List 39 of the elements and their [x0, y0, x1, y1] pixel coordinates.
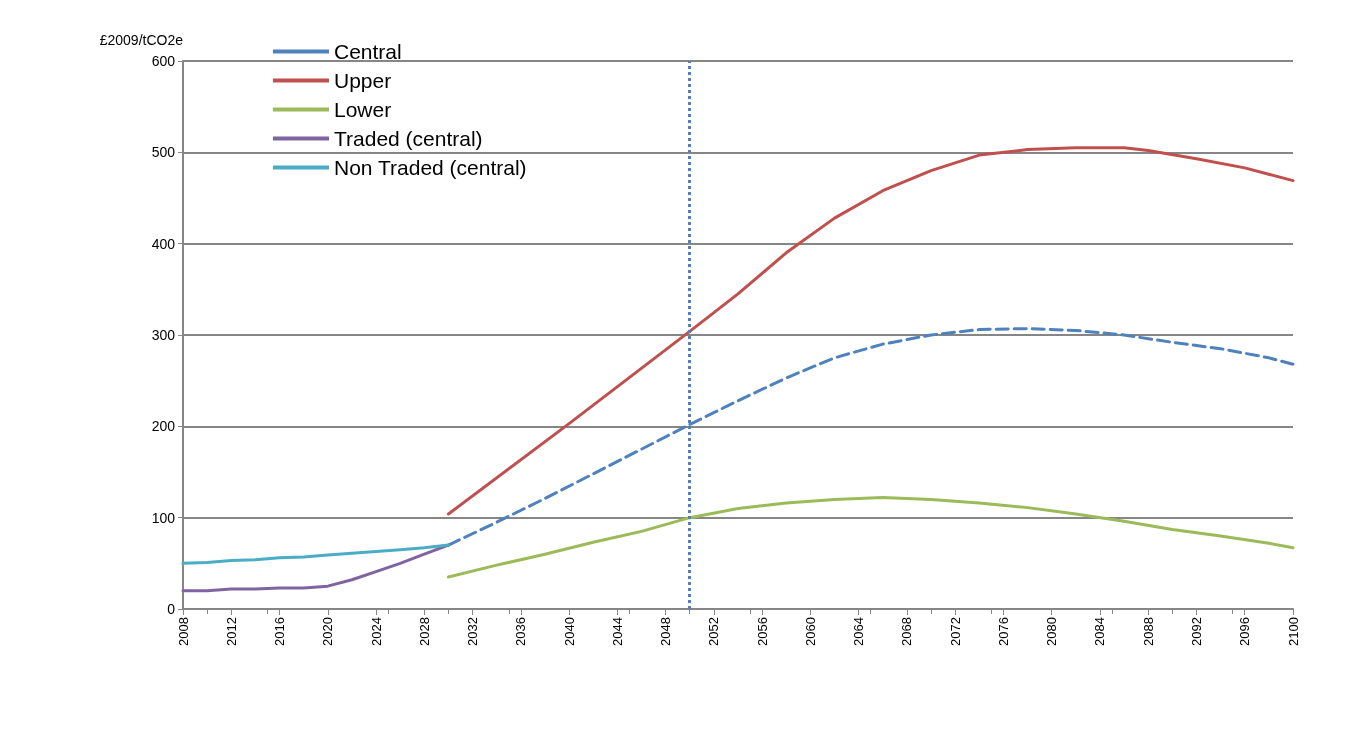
- y-tick-label: 600: [151, 53, 176, 69]
- x-tick-label: 2028: [416, 617, 432, 646]
- legend-label: Upper: [334, 69, 392, 92]
- x-tick-label: 2012: [223, 617, 239, 646]
- legend-label: Central: [334, 40, 402, 63]
- x-tick-label: 2024: [368, 617, 384, 646]
- x-tick-label: 2040: [561, 617, 577, 646]
- line-series: [446, 496, 1295, 579]
- y-tick-label: 500: [151, 144, 176, 161]
- y-axis-title: £2009/tCO2e: [99, 32, 184, 48]
- y-tick-label: 0: [167, 601, 176, 617]
- x-tick-label: 2052: [706, 617, 722, 646]
- y-tick-label: 300: [151, 327, 176, 343]
- y-tick-label: 200: [151, 418, 176, 435]
- legend-label: Traded (central): [334, 127, 483, 150]
- x-tick-label: 2080: [1044, 617, 1060, 646]
- x-tick-label: 2020: [320, 617, 336, 646]
- x-tick-label: 2032: [465, 617, 481, 646]
- x-tick-label: 2060: [802, 617, 818, 646]
- x-tick-label: 2076: [995, 617, 1011, 646]
- x-tick-label: 2048: [658, 617, 674, 646]
- x-tick-label: 2036: [513, 617, 529, 646]
- x-tick-label: 2056: [754, 617, 770, 646]
- x-tick-label: 2100: [1285, 617, 1301, 646]
- x-tick-label: 2068: [899, 617, 915, 646]
- y-tick-label: 400: [151, 235, 176, 252]
- x-tick-label: 2072: [947, 617, 963, 646]
- x-tick-label: 2044: [609, 617, 625, 646]
- x-tick-label: 2016: [272, 617, 288, 646]
- x-tick-label: 2096: [1237, 617, 1253, 646]
- y-tick-label: 100: [151, 509, 176, 526]
- legend-label: Lower: [334, 98, 392, 121]
- x-tick-label: 2084: [1092, 617, 1108, 646]
- x-tick-label: 2088: [1140, 617, 1156, 646]
- x-tick-label: 2064: [851, 617, 867, 646]
- x-tick-label: 2008: [175, 617, 191, 646]
- line-series: [181, 543, 450, 565]
- legend-label: Non Traded (central): [334, 156, 527, 179]
- x-tick-label: 2092: [1188, 617, 1204, 646]
